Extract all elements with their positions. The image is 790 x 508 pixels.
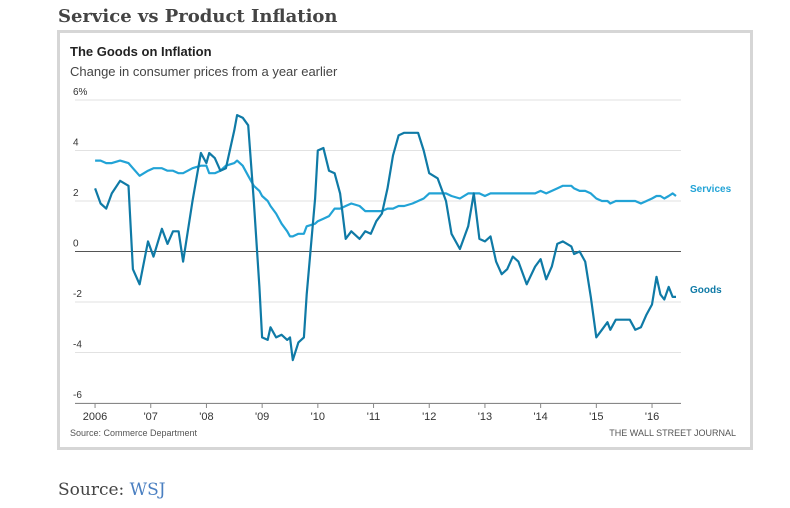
y-tick-label: 0 [73, 239, 79, 250]
y-tick-label: 2 [73, 188, 79, 199]
footer-source: Source: WSJ [58, 480, 166, 500]
x-tick-label: '16 [645, 411, 659, 423]
x-tick-label: '11 [367, 411, 381, 423]
chart-frame [57, 30, 753, 450]
series-label: Goods [690, 285, 722, 296]
footer-link[interactable]: WSJ [130, 480, 166, 500]
x-tick-label: '08 [199, 411, 213, 423]
x-tick-label: '14 [533, 411, 547, 423]
y-tick-label: -6 [73, 390, 82, 401]
chart-title: The Goods on Inflation [70, 44, 212, 59]
x-tick-label: '13 [478, 411, 492, 423]
credit: THE WALL STREET JOURNAL [609, 428, 736, 438]
x-tick-label: '10 [311, 411, 325, 423]
x-tick-label: '07 [144, 411, 158, 423]
y-tick-label: 4 [73, 138, 79, 149]
x-tick-label: 2006 [83, 411, 107, 423]
y-tick-label: -2 [73, 289, 82, 300]
x-tick-label: '15 [589, 411, 603, 423]
footer-label: Source: [58, 480, 124, 500]
x-tick-label: '12 [422, 411, 436, 423]
series-line [94, 114, 676, 362]
source-note: Source: Commerce Department [70, 428, 198, 438]
y-tick-label: -4 [73, 340, 82, 351]
series-label: Services [690, 184, 732, 195]
y-tick-label: 6% [73, 87, 88, 98]
chart-subtitle: Change in consumer prices from a year ea… [70, 64, 338, 79]
x-tick-label: '09 [255, 411, 269, 423]
heading: Service vs Product Inflation [58, 6, 338, 27]
